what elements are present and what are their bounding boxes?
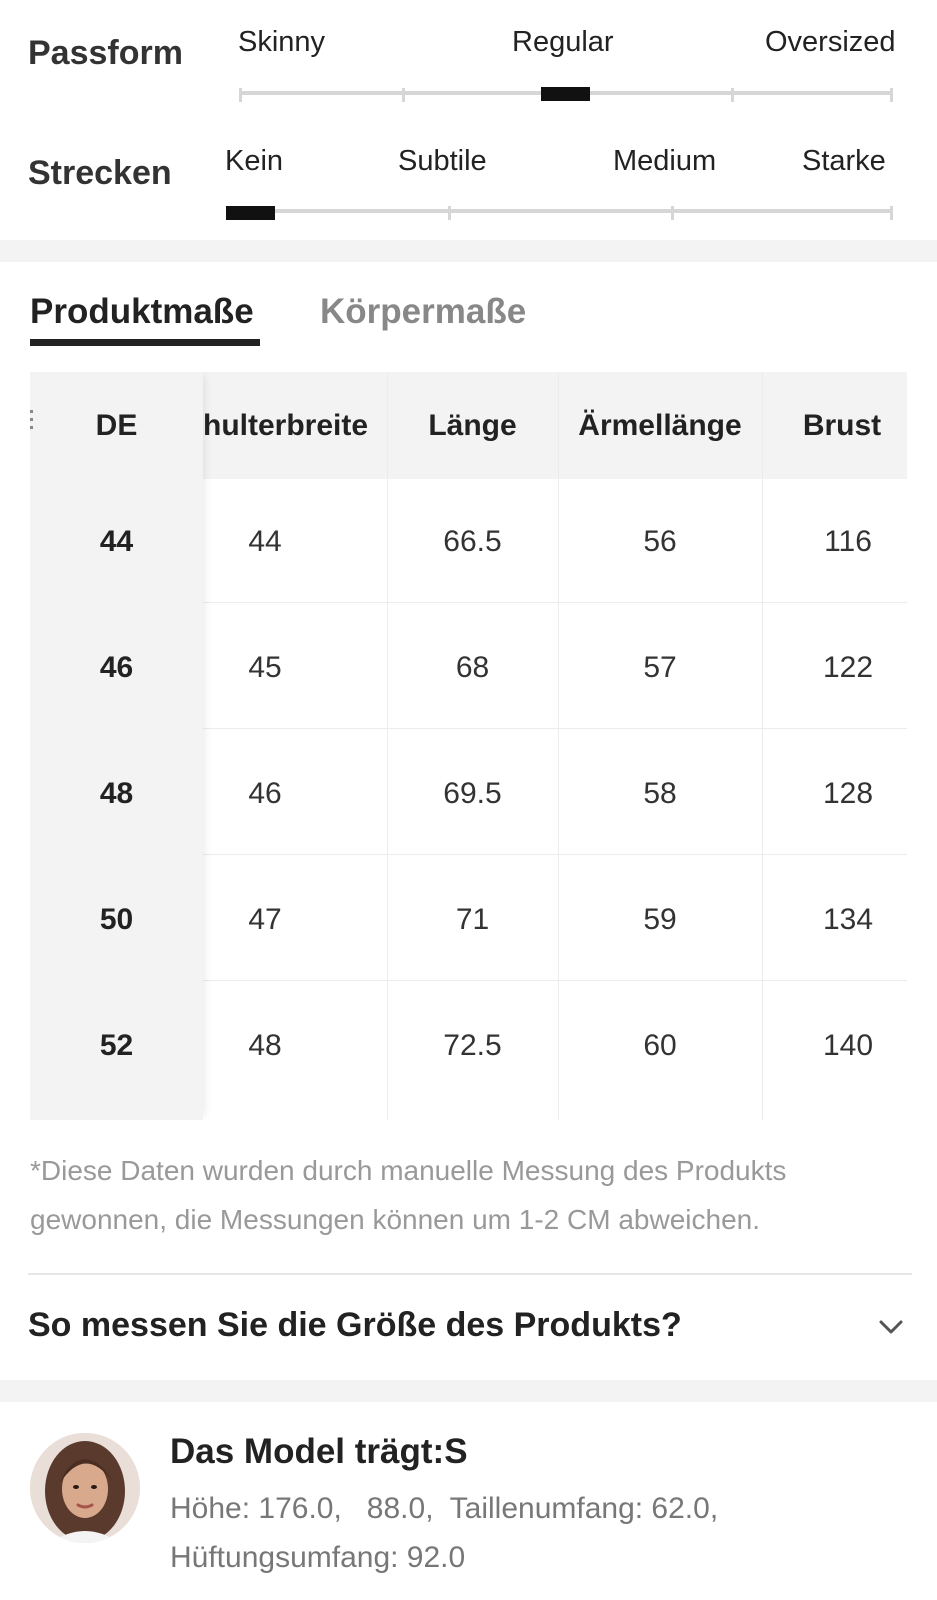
table-cell: 59: [643, 903, 677, 936]
fit-selected-marker: [541, 87, 590, 101]
tab-body-measurements[interactable]: Körpermaße: [320, 292, 527, 331]
table-divider: [30, 728, 907, 729]
header-length: Länge: [428, 408, 517, 442]
size-48: 48: [99, 777, 134, 810]
table-divider: [558, 372, 559, 1120]
drag-handle-icon[interactable]: [30, 410, 34, 438]
fit-option-regular: Regular: [512, 26, 614, 58]
table-divider: [30, 602, 907, 603]
fit-tick: [239, 88, 242, 102]
size-table[interactable]: DE 44 46 48 50 52 hulterbreite Länge Ärm…: [30, 372, 907, 1120]
stretch-option-medium: Medium: [613, 145, 717, 177]
table-cell: 48: [248, 1029, 282, 1062]
model-stats-line: Höhe: 176.0, 88.0, Taillenumfang: 62.0,: [170, 1492, 719, 1525]
fit-label: Passform: [28, 34, 183, 72]
stretch-option-kein: Kein: [225, 145, 284, 177]
stretch-option-starke: Starke: [802, 145, 886, 177]
stretch-tick: [890, 206, 893, 220]
size-46: 46: [99, 651, 134, 684]
stretch-track: [226, 209, 893, 213]
how-to-measure-label: So messen Sie die Größe des Produkts?: [28, 1306, 682, 1344]
table-cell: 68: [455, 651, 490, 684]
stretch-label: Strecken: [28, 154, 172, 192]
table-cell: 122: [822, 651, 874, 684]
tab-product-measurements[interactable]: Produktmaße: [30, 292, 254, 331]
header-sleeve-length: Ärmellänge: [578, 408, 742, 442]
stretch-selected-marker: [226, 206, 275, 220]
header-chest: Brust: [802, 408, 882, 442]
table-cell: 66.5: [443, 525, 502, 558]
table-cell: 57: [643, 651, 677, 684]
table-cell: 116: [824, 525, 872, 558]
table-divider: [762, 372, 763, 1120]
section-separator: [0, 240, 937, 262]
stretch-tick: [448, 206, 451, 220]
table-cell: 71: [455, 903, 490, 936]
model-stats: Höhe: 176.0, 88.0, Taillenumfang: 62.0, …: [170, 1484, 910, 1582]
table-cell: 60: [643, 1029, 677, 1062]
header-de: DE: [95, 408, 138, 442]
how-to-measure-row[interactable]: So messen Sie die Größe des Produkts?: [28, 1300, 912, 1360]
model-size-title: Das Model trägt:S: [170, 1432, 468, 1471]
model-avatar: [30, 1433, 140, 1543]
size-44: 44: [99, 525, 134, 558]
active-tab-underline: [30, 339, 260, 346]
table-cell: 47: [248, 903, 282, 936]
table-divider: [30, 980, 907, 981]
model-stats-line: Hüftungsumfang: 92.0: [170, 1541, 466, 1574]
stretch-option-subtile: Subtile: [398, 145, 487, 177]
size-column: DE 44 46 48 50 52: [30, 372, 203, 1120]
table-cell: 72.5: [443, 1029, 502, 1062]
size-50: 50: [99, 903, 134, 936]
table-cell: 56: [643, 525, 677, 558]
table-cell: 45: [248, 651, 282, 684]
table-cell: 46: [248, 777, 282, 810]
fit-option-skinny: Skinny: [238, 26, 326, 58]
divider: [28, 1273, 912, 1275]
section-separator: [0, 1380, 937, 1402]
fit-tick: [402, 88, 405, 102]
stretch-scale: Strecken Kein Subtile Medium Starke: [0, 120, 937, 240]
fit-scale: Passform Skinny Regular Oversized: [0, 0, 937, 120]
table-cell: 140: [822, 1029, 874, 1062]
table-divider: [30, 854, 907, 855]
table-cell: 134: [822, 903, 874, 936]
size-52: 52: [99, 1029, 134, 1062]
table-divider: [387, 372, 388, 1120]
stretch-tick: [671, 206, 674, 220]
table-cell: 69.5: [443, 777, 502, 810]
header-shoulder-width: hulterbreite: [203, 408, 369, 442]
chevron-down-icon: [879, 1320, 903, 1334]
table-cell: 128: [822, 777, 874, 810]
table-cell: 44: [248, 525, 282, 558]
measurement-note: *Diese Daten wurden durch manuelle Messu…: [30, 1155, 787, 1235]
table-cell: 58: [643, 777, 677, 810]
fit-option-oversized: Oversized: [765, 26, 896, 58]
fit-tick: [731, 88, 734, 102]
fit-tick: [890, 88, 893, 102]
